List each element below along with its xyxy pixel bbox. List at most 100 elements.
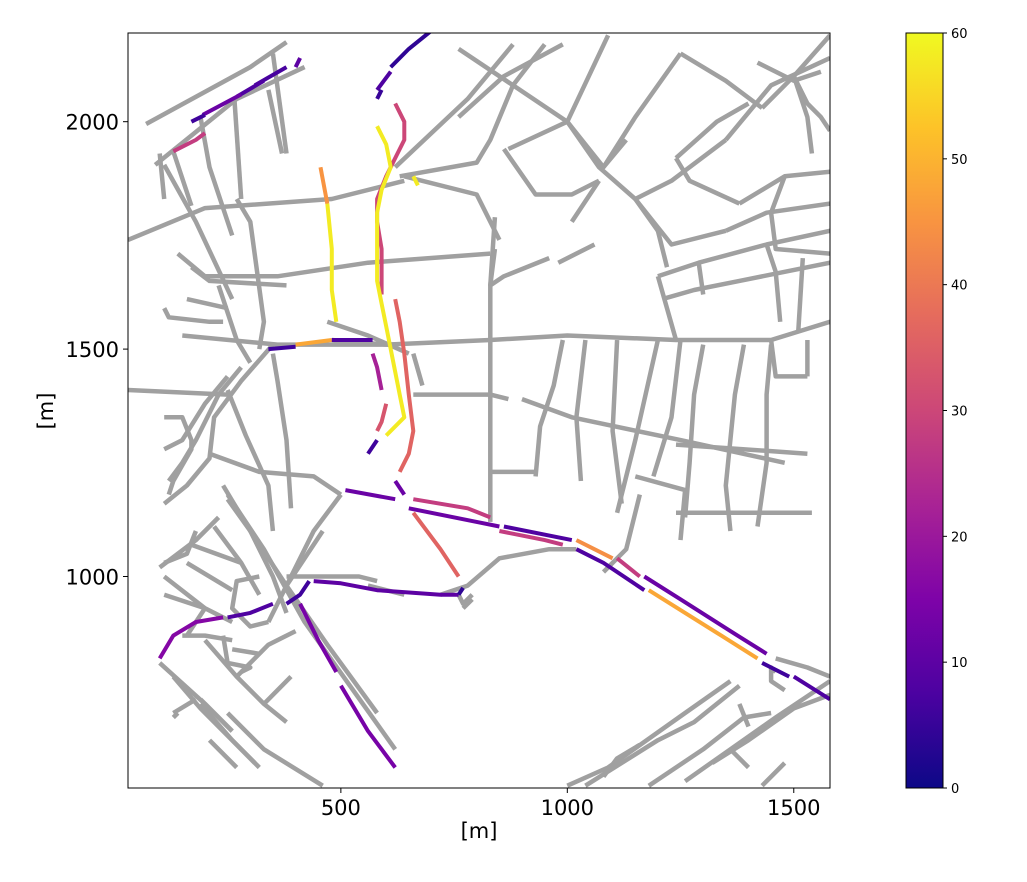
colorbar: 0 10 20 30 40 50 60 [905,27,968,797]
colored-route-segment [345,488,396,502]
grey-road-segment [157,153,167,200]
grey-road-segment [760,761,787,788]
grey-road-segment [679,51,764,110]
colored-route-segment [375,125,407,437]
grey-road-segment [162,163,235,301]
grey-road-segment [171,711,180,720]
colored-route-segment [295,338,333,347]
grey-road-segment [229,574,269,629]
grey-road-segment [461,597,474,610]
grey-road-segment [190,542,242,566]
grey-road-segment [145,40,288,126]
grey-road-segment [182,333,396,347]
grey-road-segment [284,493,343,587]
grey-road-segment [775,656,830,679]
colored-route-segment [503,524,573,543]
grey-road-segment [791,75,815,154]
grey-road-segment [163,530,198,565]
grey-road-segment [172,697,198,715]
grey-road-segment [764,243,783,323]
colorbar-tick-label: 10 [951,656,968,671]
grey-road-segment [565,120,637,201]
colored-route-segment [389,33,432,69]
grey-road-segment [128,178,405,242]
grey-road-segment [651,339,683,478]
grey-road-segment [655,230,670,268]
colored-route-segment [647,588,759,661]
grey-road-segment [207,738,239,770]
grey-road-segment [234,197,267,350]
grey-road-segment [674,101,750,160]
colored-route-segment [318,166,330,204]
grey-road-segment [674,156,741,206]
grey-road-segment [614,339,661,514]
grey-road-segment [768,175,830,256]
grey-road-segment [393,42,515,169]
colored-route-segment [201,92,243,117]
grey-road-segment [162,343,275,506]
grey-road-segment [634,138,728,202]
grey-road-segment [171,150,194,207]
grey-road-segment [216,284,253,364]
grey-road-segment [601,742,641,778]
grey-road-segment [584,683,741,788]
grey-road-segment [655,275,679,341]
grey-road-segment [286,574,378,584]
colored-route-segment [235,79,265,99]
colored-route-segment [375,403,389,432]
grey-road-segment [186,296,229,311]
grey-road-segment [566,679,732,788]
grey-road-segment [796,257,806,332]
x-axis: 500 1000 1500 [321,788,820,820]
colored-route-segment [157,615,224,660]
grey-road-segment [212,525,262,596]
grey-road-segment [456,593,474,607]
colored-route-segment [412,497,492,520]
x-tick-label: 500 [321,796,361,820]
colored-route-segment [575,538,614,561]
grey-road-segment [502,147,601,197]
colored-route-segment [393,479,406,496]
colorbar-ticks: 0 10 20 30 40 50 60 [943,27,968,797]
colored-route-segment [643,574,768,656]
colored-route-segment [411,511,461,578]
colored-route-segment [339,684,397,769]
grey-road-segment [232,98,244,200]
grey-road-segment [569,179,601,224]
grey-road-segment [226,711,324,788]
grey-road-segment [203,638,288,724]
plot-frame [127,32,831,789]
colored-route-segment [172,131,207,154]
x-tick-label: 1000 [541,796,594,820]
y-axis-title: [m] [34,393,58,430]
grey-road-segment [610,339,624,504]
grey-road-segment [755,344,774,527]
colored-route-segment [499,529,564,547]
grey-road-segment [413,392,509,402]
grey-road-segment [728,747,751,770]
colored-route-segment [615,556,642,579]
grey-road-segment [163,374,230,452]
grey-road-segment [647,710,772,788]
colored-route-segment [411,175,420,187]
grey-road-segment [399,43,547,179]
grey-road-segment [557,242,596,265]
grey-road-segment [231,647,260,657]
colored-route-segment [375,70,393,92]
plot-area [127,32,831,789]
colorbar-tick-label: 40 [951,279,968,294]
colored-route-network [157,33,830,769]
colored-route-segment [393,298,416,473]
colored-route-segment [370,352,384,391]
grey-road-segment [270,53,289,154]
grey-road-segment [724,55,830,142]
colorbar-tick-label: 30 [951,405,968,420]
grey-road-segment [457,34,611,124]
grey-road-segment [633,197,727,247]
colored-route-segment [761,661,791,679]
grey-road-segment [185,560,234,593]
y-tick-label: 1500 [66,338,119,362]
grey-road-segment [675,442,808,456]
colored-route-segment [375,89,384,100]
grey-road-segment [737,703,751,728]
